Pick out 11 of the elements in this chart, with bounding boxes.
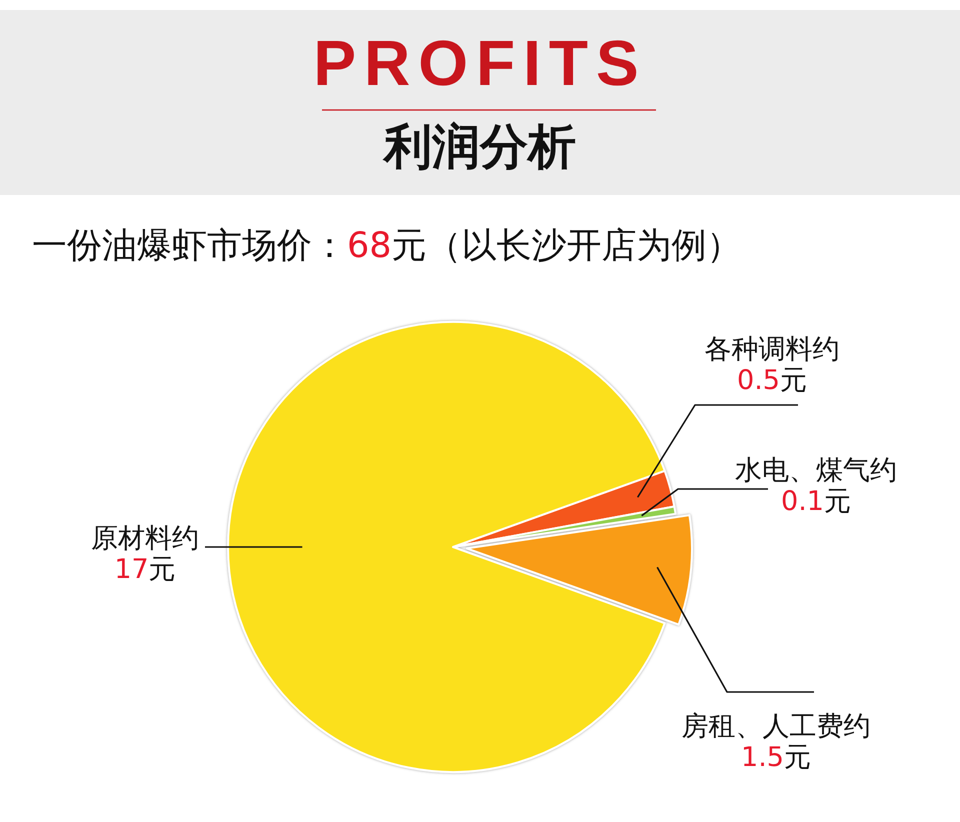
slice-label: 原材料约 <box>91 523 199 554</box>
slice-label: 房租、人工费约 <box>682 711 870 742</box>
text: 一份油爆虾市场价：68元（以长沙开店为例） <box>32 226 742 266</box>
slice-label: 各种调料约 <box>704 334 840 365</box>
data-label: 1.5元 <box>741 742 811 773</box>
data-label: 0.1元 <box>781 486 851 517</box>
data-label: 17元 <box>114 554 176 585</box>
chart-subtitle: 利润分析 <box>382 119 576 175</box>
data-label: 0.5元 <box>737 365 807 396</box>
slice-label: 水电、煤气约 <box>735 455 897 486</box>
chart-title: PROFITS <box>313 27 647 99</box>
